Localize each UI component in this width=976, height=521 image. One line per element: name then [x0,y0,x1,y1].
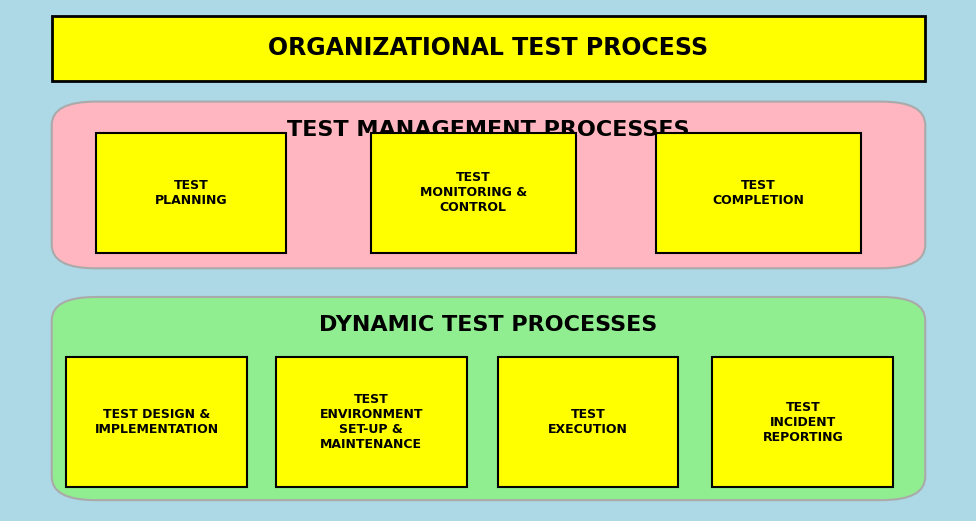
FancyBboxPatch shape [52,16,925,81]
FancyBboxPatch shape [96,133,286,253]
Text: TEST
EXECUTION: TEST EXECUTION [549,408,628,436]
Text: TEST MANAGEMENT PROCESSES: TEST MANAGEMENT PROCESSES [287,120,690,140]
FancyBboxPatch shape [371,133,576,253]
Text: DYNAMIC TEST PROCESSES: DYNAMIC TEST PROCESSES [319,315,658,336]
Text: TEST
INCIDENT
REPORTING: TEST INCIDENT REPORTING [762,401,843,443]
FancyBboxPatch shape [498,357,678,487]
Text: TEST DESIGN &
IMPLEMENTATION: TEST DESIGN & IMPLEMENTATION [95,408,219,436]
FancyBboxPatch shape [656,133,861,253]
Text: TEST
ENVIRONMENT
SET-UP &
MAINTENANCE: TEST ENVIRONMENT SET-UP & MAINTENANCE [319,393,424,451]
FancyBboxPatch shape [52,102,925,268]
FancyBboxPatch shape [276,357,467,487]
Text: TEST
MONITORING &
CONTROL: TEST MONITORING & CONTROL [420,171,527,214]
Text: TEST
COMPLETION: TEST COMPLETION [712,179,804,207]
FancyBboxPatch shape [52,297,925,500]
FancyBboxPatch shape [712,357,893,487]
Text: TEST
PLANNING: TEST PLANNING [154,179,227,207]
FancyBboxPatch shape [66,357,247,487]
Text: ORGANIZATIONAL TEST PROCESS: ORGANIZATIONAL TEST PROCESS [268,36,709,60]
